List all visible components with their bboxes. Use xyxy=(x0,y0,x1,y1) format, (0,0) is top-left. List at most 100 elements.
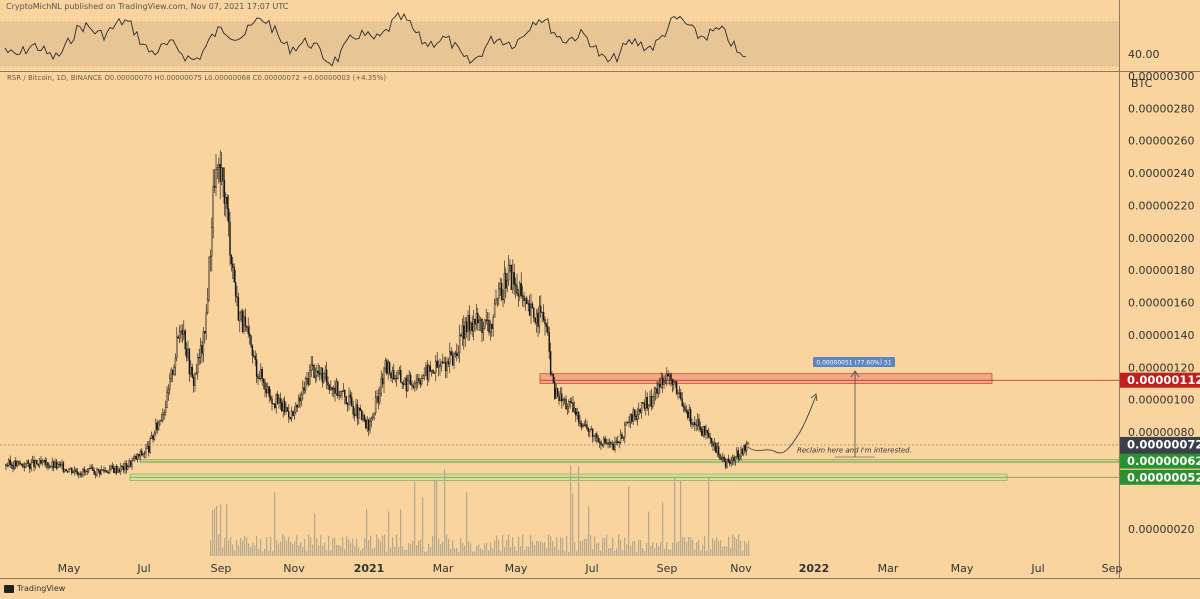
candle-body xyxy=(747,442,749,445)
candle-body xyxy=(631,414,633,422)
volume-bar xyxy=(744,541,746,556)
time-tick-label: Nov xyxy=(283,562,305,575)
candle-body xyxy=(512,272,514,290)
candle-body xyxy=(139,450,142,457)
annotation-note[interactable]: Reclaim here and I'm interested. xyxy=(797,447,912,455)
candle-body xyxy=(513,272,515,285)
candle-body xyxy=(724,461,727,468)
volume-bar xyxy=(244,536,246,556)
candle-body xyxy=(353,413,356,416)
zone-resistance[interactable] xyxy=(539,373,993,384)
candle-body xyxy=(94,474,97,476)
candle-body xyxy=(394,378,396,380)
volume-bar xyxy=(708,477,710,556)
volume-bar xyxy=(388,511,390,556)
horizontal-lines xyxy=(0,379,1119,478)
price-tag: 0.00000062 xyxy=(1120,453,1200,469)
candle-body xyxy=(534,317,536,323)
volume-bar xyxy=(428,543,430,556)
candle-body xyxy=(580,423,583,427)
volume-bar xyxy=(566,535,568,556)
volume-bar xyxy=(644,551,646,556)
volume-bar xyxy=(232,544,234,556)
measure-tool[interactable]: 0.00000051 (77.60%) 51 xyxy=(813,357,895,458)
volume-bar xyxy=(256,536,258,556)
candle-body xyxy=(160,420,163,422)
candle-body xyxy=(481,319,483,333)
volume-bar xyxy=(296,535,298,556)
candle-body xyxy=(268,386,270,397)
volume-bar xyxy=(230,536,232,556)
candle-body xyxy=(743,445,745,455)
candle-body xyxy=(188,348,191,375)
candle-body xyxy=(20,463,23,465)
candle-body xyxy=(386,360,388,374)
tradingview-branding[interactable]: TradingView xyxy=(4,584,65,593)
volume-bar xyxy=(504,547,506,556)
candle-body xyxy=(118,469,121,472)
time-tick-label: Mar xyxy=(433,562,454,575)
projection-arrowhead xyxy=(810,393,818,402)
candle-body xyxy=(163,412,165,416)
price-axis[interactable]: 0.00000300 0.00000280 0.00000260 0.00000240… xyxy=(1128,70,1194,536)
volume-bar xyxy=(304,539,306,556)
price-tick-label: 0.00000120 xyxy=(1128,361,1194,374)
volume-bar xyxy=(316,538,318,556)
candle-body xyxy=(439,365,441,367)
candle-body xyxy=(234,282,237,297)
volume-bar xyxy=(696,542,698,556)
time-tick-label: Sep xyxy=(211,562,232,575)
candle-body xyxy=(377,396,380,403)
candle-body xyxy=(222,167,224,181)
candle-body xyxy=(603,438,605,446)
time-axis[interactable]: May Jul Sep Nov 2021 Mar May Jul Sep Nov 2022 Mar Ma… xyxy=(58,562,1123,575)
volume-bar xyxy=(680,480,682,556)
volume-bar xyxy=(574,541,576,556)
volume-bar xyxy=(440,544,442,556)
candle-body xyxy=(250,335,252,347)
projection-path[interactable] xyxy=(747,393,818,454)
candle-body xyxy=(409,374,412,386)
candle-body xyxy=(296,404,298,408)
candle-body xyxy=(624,424,626,438)
candle-body xyxy=(740,448,742,457)
volume-bar xyxy=(704,536,706,556)
candle-body xyxy=(640,402,643,413)
candle-body xyxy=(227,208,230,223)
candle-body xyxy=(92,467,94,471)
candle-body xyxy=(699,426,702,430)
candle-body xyxy=(709,437,711,439)
measure-arrowhead xyxy=(850,370,860,378)
candle-body xyxy=(195,372,198,374)
volume-bar xyxy=(588,506,590,556)
candle-body xyxy=(484,319,486,329)
candle-body xyxy=(440,361,443,367)
candle-body xyxy=(191,366,193,378)
candle-body xyxy=(482,328,485,333)
candle-body xyxy=(733,457,735,462)
volume-bar xyxy=(282,534,284,556)
candle-body xyxy=(356,404,359,419)
candle-body xyxy=(57,463,59,469)
volume-bar xyxy=(712,537,714,556)
price-tick-label: 0.00000260 xyxy=(1128,135,1194,148)
candle-body xyxy=(492,317,494,329)
volume-bar xyxy=(322,545,324,556)
candle-body xyxy=(352,405,354,415)
volume-bar xyxy=(624,537,626,556)
candle-body xyxy=(173,367,175,375)
candle-body xyxy=(342,390,345,392)
candle-body xyxy=(143,452,146,454)
candle-body xyxy=(502,299,504,301)
volume-bar xyxy=(678,541,680,556)
volume-bar xyxy=(600,550,602,556)
candle-body xyxy=(229,221,231,256)
volume-bar xyxy=(702,544,704,556)
candle-body xyxy=(541,312,543,314)
candle-body xyxy=(225,197,227,204)
price-tag-background xyxy=(1120,372,1200,388)
volume-bar xyxy=(414,481,416,556)
candle-body xyxy=(152,435,154,440)
candle-body xyxy=(387,362,389,374)
